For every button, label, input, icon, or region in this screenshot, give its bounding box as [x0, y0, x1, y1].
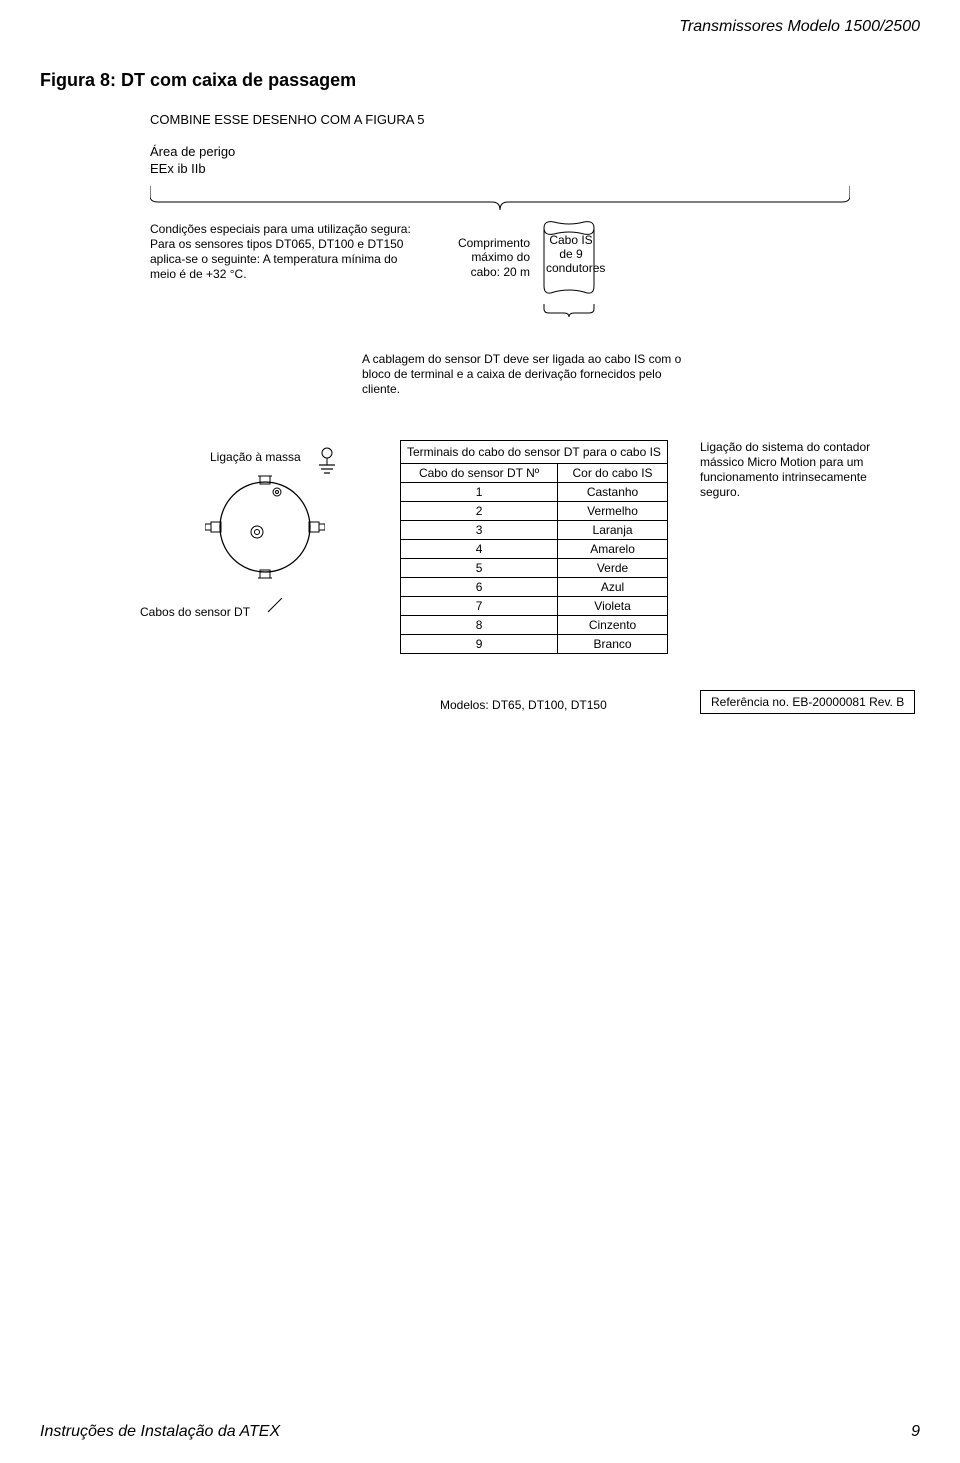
special-conditions: Condições especiais para uma utilização … — [150, 222, 415, 282]
cable-brace-icon — [542, 302, 596, 318]
cell: 2 — [401, 502, 558, 521]
table-title: Terminais do cabo do sensor DT para o ca… — [401, 441, 668, 464]
table-row: 4Amarelo — [401, 540, 668, 559]
area-brace-icon — [150, 182, 850, 212]
cell: 6 — [401, 578, 558, 597]
area-line-1: Área de perigo — [150, 144, 235, 161]
cell: 8 — [401, 616, 558, 635]
cell: Verde — [558, 559, 668, 578]
ground-label: Ligação à massa — [210, 450, 301, 464]
system-connection-note: Ligação do sistema do contador mássico M… — [700, 440, 890, 500]
cell: Violeta — [558, 597, 668, 616]
sensor-cables-label: Cabos do sensor DT — [140, 605, 250, 619]
table-header-2: Cor do cabo IS — [558, 464, 668, 483]
cell: 7 — [401, 597, 558, 616]
hazard-area-block: Área de perigo EEx ib IIb — [150, 144, 235, 178]
cell: 4 — [401, 540, 558, 559]
leader-line-icon — [268, 598, 313, 620]
terminal-table: Terminais do cabo do sensor DT para o ca… — [400, 440, 668, 654]
cell: 9 — [401, 635, 558, 654]
cell: 5 — [401, 559, 558, 578]
table-row: 1Castanho — [401, 483, 668, 502]
table-row: 3Laranja — [401, 521, 668, 540]
table-row: 8Cinzento — [401, 616, 668, 635]
models-note: Modelos: DT65, DT100, DT150 — [440, 698, 607, 712]
table-row: 2Vermelho — [401, 502, 668, 521]
table-row: 7Violeta — [401, 597, 668, 616]
cell: Castanho — [558, 483, 668, 502]
combine-note: COMBINE ESSE DESENHO COM A FIGURA 5 — [150, 112, 425, 127]
reference-box: Referência no. EB-20000081 Rev. B — [700, 690, 915, 714]
cable-is-label: Cabo IS de 9 condutores — [546, 234, 596, 275]
header-model: Transmissores Modelo 1500/2500 — [679, 18, 920, 36]
cable-length-note: Comprimento máximo do cabo: 20 m — [440, 236, 530, 279]
cell: 1 — [401, 483, 558, 502]
cell: Amarelo — [558, 540, 668, 559]
cell: Branco — [558, 635, 668, 654]
cell: Vermelho — [558, 502, 668, 521]
footer-title: Instruções de Instalação da ATEX — [40, 1423, 280, 1441]
table-header-1: Cabo do sensor DT Nº — [401, 464, 558, 483]
wiring-note: A cablagem do sensor DT deve ser ligada … — [362, 352, 682, 397]
dt-sensor-diagram-icon — [205, 472, 325, 592]
area-line-2: EEx ib IIb — [150, 161, 235, 178]
cell: Azul — [558, 578, 668, 597]
table-row: 5Verde — [401, 559, 668, 578]
cell: 3 — [401, 521, 558, 540]
table-row: 6Azul — [401, 578, 668, 597]
page-number: 9 — [911, 1423, 920, 1441]
cell: Cinzento — [558, 616, 668, 635]
table-row: 9Branco — [401, 635, 668, 654]
cell: Laranja — [558, 521, 668, 540]
figure-title: Figura 8: DT com caixa de passagem — [40, 70, 356, 91]
